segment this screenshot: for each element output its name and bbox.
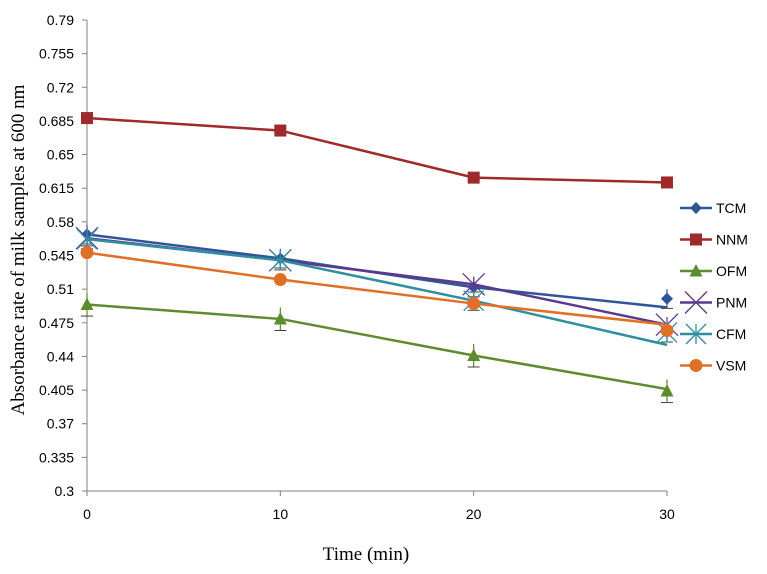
data-point (467, 348, 481, 361)
y-tick-label: 0.545 (39, 248, 74, 264)
legend-marker (685, 323, 707, 345)
y-tick-label: 0.51 (47, 281, 74, 297)
x-tick-label: 20 (466, 506, 482, 522)
y-tick-label: 0.615 (39, 180, 74, 196)
y-axis-label: Absorbance rate of milk samples at 600 n… (8, 84, 29, 415)
data-point (661, 292, 673, 305)
legend-label: OFM (716, 263, 747, 279)
x-tick-label: 30 (659, 506, 675, 522)
y-tick-label: 0.79 (47, 12, 74, 28)
data-point (80, 297, 94, 311)
data-point (269, 249, 291, 271)
axes: 0.3 0.335 0.37 0.405 0.44 0.475 0.51 0.545 0.58 0… (39, 12, 675, 522)
series-line (86, 237, 668, 347)
data-point (467, 297, 481, 311)
series-vsm (80, 246, 674, 337)
series-tcm (81, 224, 673, 309)
data-point (467, 171, 480, 184)
marker-stroke (462, 272, 486, 296)
legend-marker (684, 291, 708, 314)
series-line (86, 233, 668, 309)
y-tick-label: 0.475 (39, 315, 74, 331)
data-point (76, 228, 98, 250)
y-tick-label: 0.58 (47, 214, 74, 230)
data-point (274, 124, 287, 137)
plot-area (75, 112, 679, 404)
legend-item-cfm: CFM (680, 323, 746, 345)
legend-label: VSM (716, 358, 746, 374)
data-point (273, 273, 287, 287)
x-tick-label: 0 (83, 506, 91, 522)
y-tick-label: 0.335 (39, 449, 74, 465)
legend: TCM NNM OFM PNM CFM VSM (680, 200, 748, 374)
legend-marker (689, 359, 703, 372)
x-axis-label: Time (min) (323, 544, 409, 565)
series-ofm (80, 292, 674, 404)
series-nnm (81, 112, 673, 189)
data-point (81, 112, 93, 125)
y-tick-label: 0.65 (47, 147, 74, 163)
y-tick-label: 0.37 (47, 416, 74, 432)
legend-marker (689, 264, 703, 277)
legend-label: TCM (716, 200, 746, 216)
legend-label: NNM (716, 232, 748, 248)
data-point (660, 323, 674, 337)
legend-marker (690, 202, 702, 214)
y-tick-label: 0.44 (47, 348, 74, 364)
y-tick-label: 0.755 (39, 46, 74, 62)
data-point (660, 384, 674, 397)
legend-item-vsm: VSM (680, 358, 746, 374)
legend-label: CFM (716, 326, 746, 342)
data-point (462, 272, 486, 296)
x-tick-label: 10 (273, 506, 289, 522)
marker-stroke (684, 291, 708, 314)
data-point (80, 246, 94, 260)
legend-marker (690, 233, 702, 246)
legend-item-tcm: TCM (680, 200, 746, 216)
series-line (86, 116, 668, 184)
data-point (273, 311, 287, 325)
data-point (661, 176, 673, 189)
legend-item-pnm: PNM (680, 291, 747, 314)
legend-label: PNM (716, 295, 747, 311)
y-tick-label: 0.72 (47, 79, 74, 95)
legend-item-nnm: NNM (680, 232, 748, 248)
series-line (86, 303, 668, 391)
series-line (86, 251, 668, 326)
y-tick-label: 0.3 (55, 483, 75, 499)
series-cfm (76, 228, 678, 347)
legend-item-ofm: OFM (680, 263, 747, 279)
y-tick-label: 0.405 (39, 382, 74, 398)
y-tick-label: 0.685 (39, 113, 74, 129)
